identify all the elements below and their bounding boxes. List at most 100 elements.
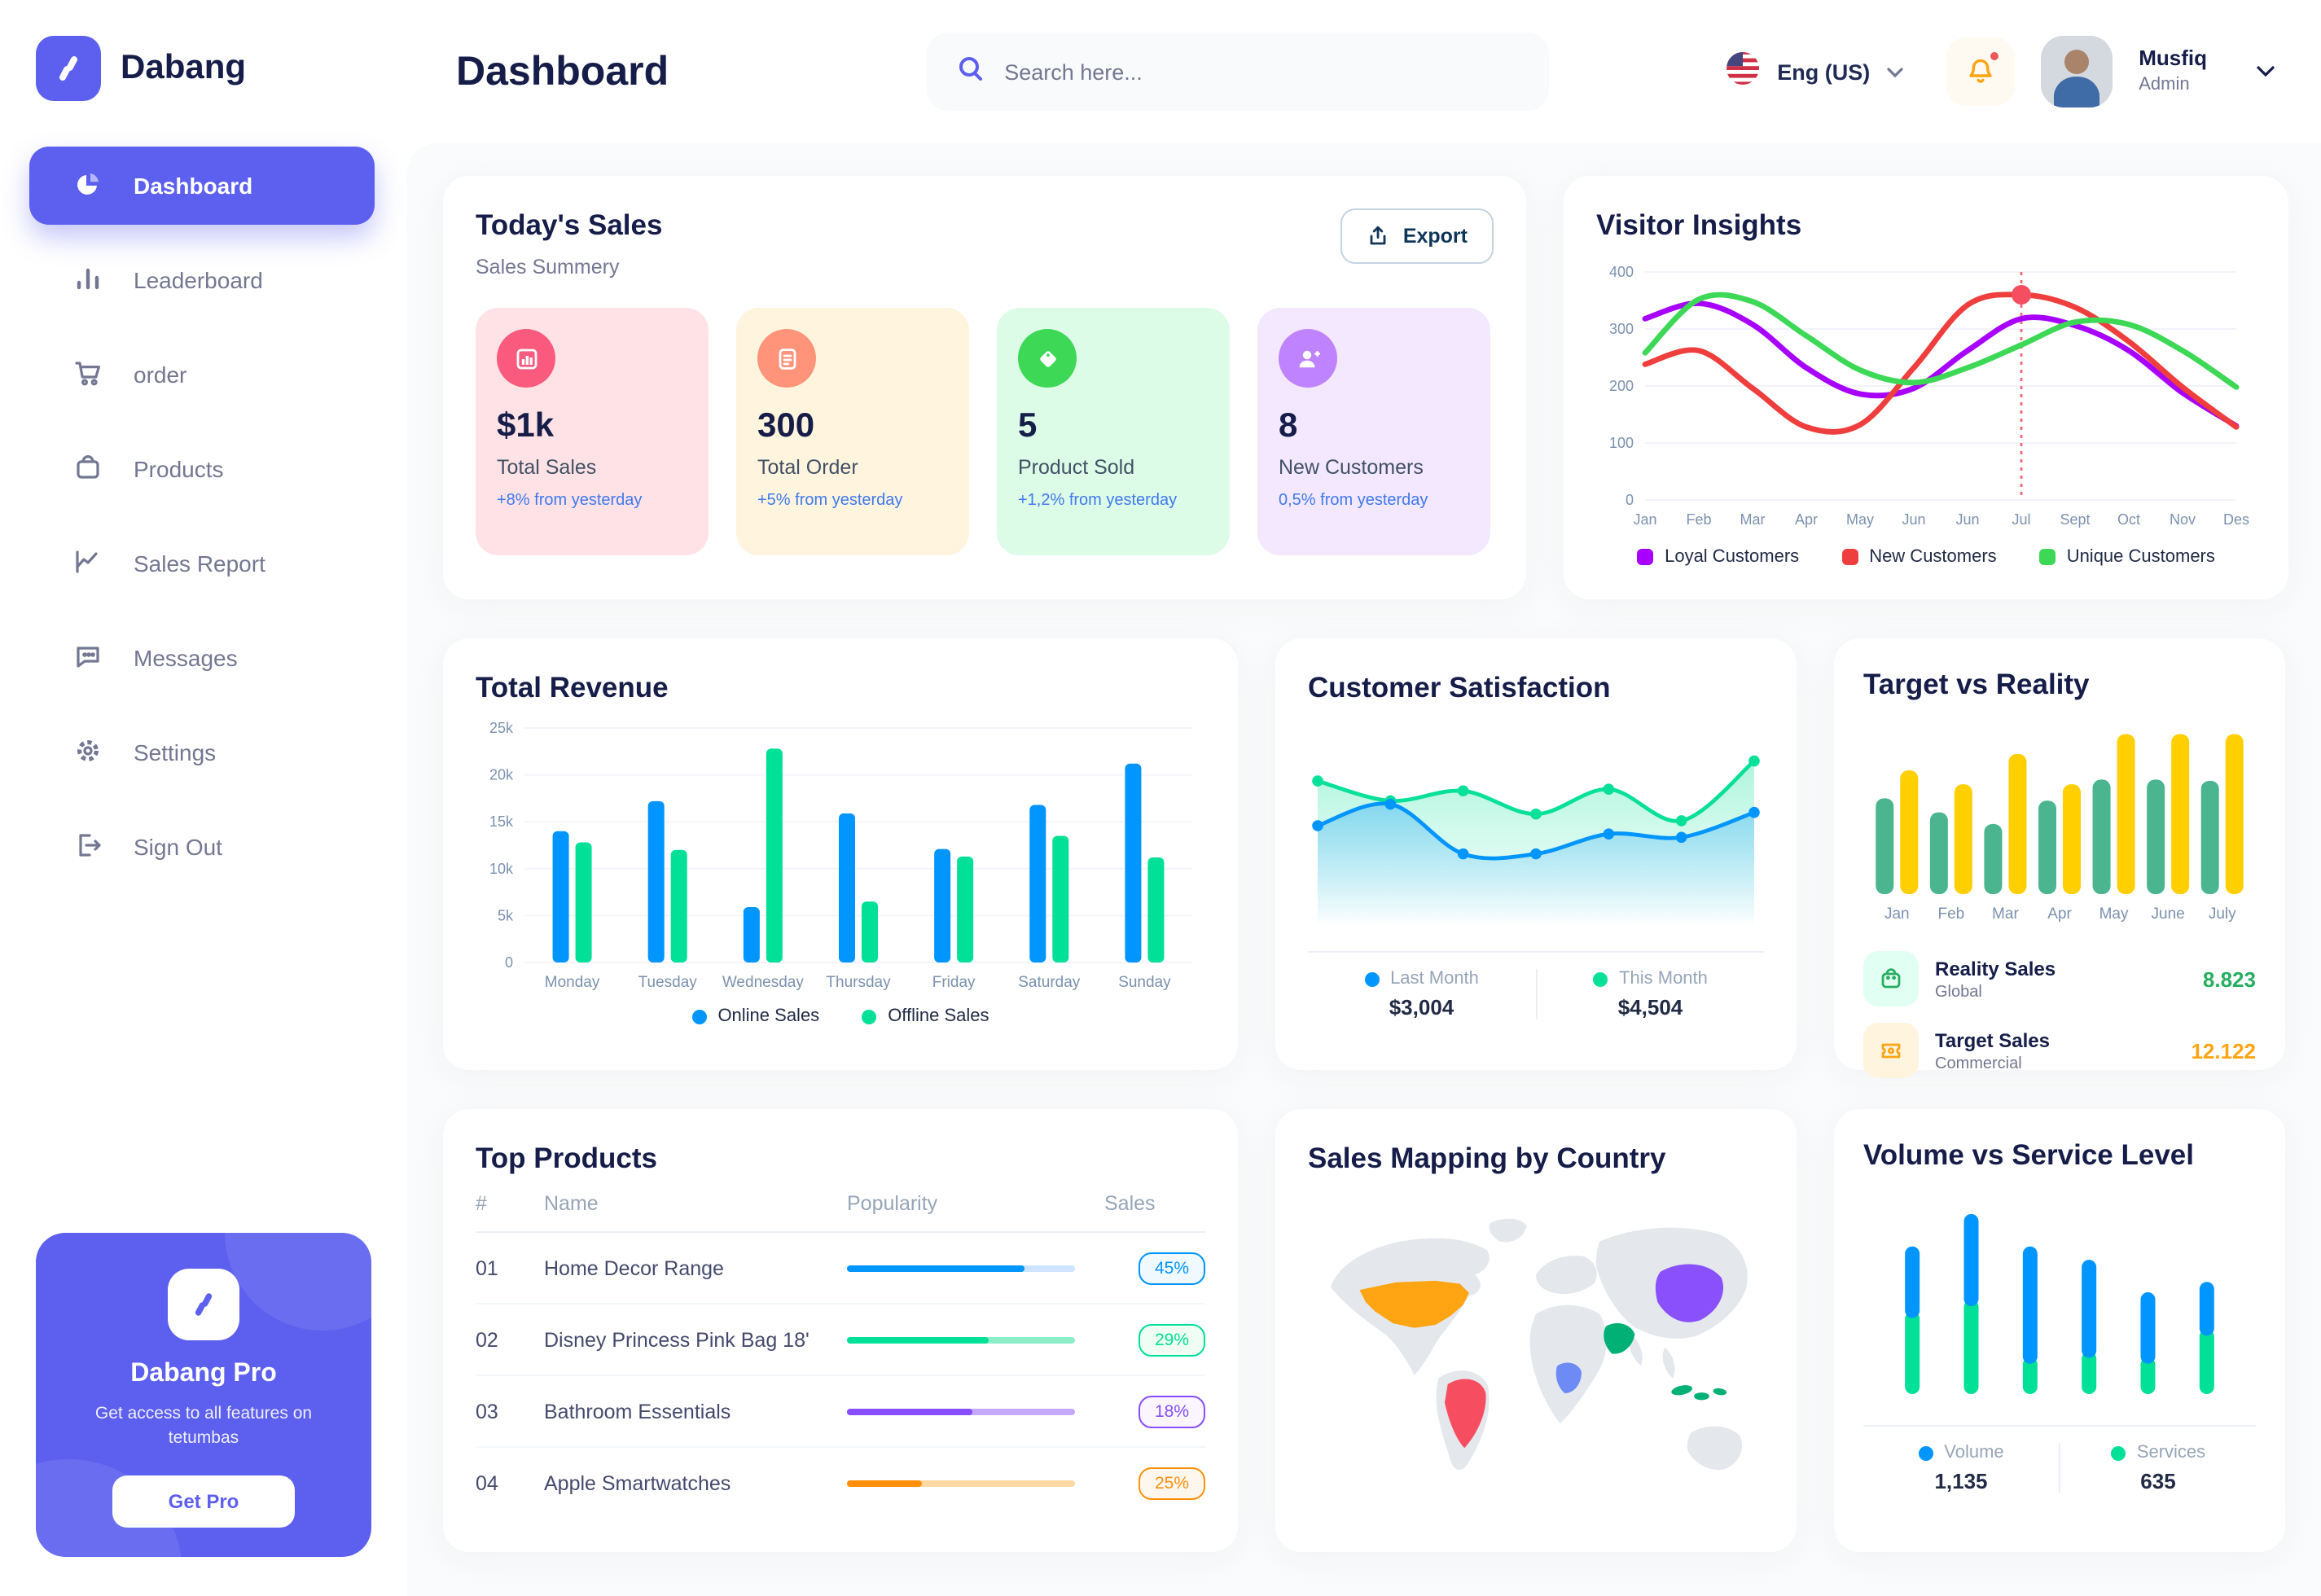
bag-icon [72, 450, 104, 488]
customer-satisfaction-chart [1308, 721, 1764, 938]
country-china [1655, 1264, 1724, 1322]
sidebar-menu: Dashboard Leaderboard order Products Sal… [0, 140, 407, 886]
todays-sales-subtitle: Sales Summery [476, 256, 620, 278]
svg-text:Feb: Feb [1686, 511, 1711, 528]
sidebar-item-messages[interactable]: Messages [29, 619, 375, 697]
svg-text:Jul: Jul [2012, 511, 2030, 528]
sidebar-item-sales-report[interactable]: Sales Report [29, 524, 375, 603]
sidebar-item-sign-out[interactable]: Sign Out [29, 808, 375, 886]
svg-text:200: 200 [1609, 378, 1634, 394]
pro-description: Get access to all features on tetumbas [94, 1403, 313, 1449]
svg-text:Jan: Jan [1633, 511, 1656, 528]
target-sales-row: Target Sales Commercial 12.122 [1863, 1023, 2256, 1078]
stat-label: Total Sales [497, 456, 597, 479]
notifications-button[interactable] [1946, 37, 2016, 106]
svg-text:Tuesday: Tuesday [638, 974, 698, 991]
reality-sales-row: Reality Sales Global 8.823 [1863, 951, 2256, 1006]
customer-satisfaction-title: Customer Satisfaction [1308, 671, 1611, 704]
svg-text:Mar: Mar [1992, 905, 2019, 923]
volume-service-card: Volume vs Service Level Volume 1,135 Ser… [1834, 1109, 2285, 1552]
svg-text:400: 400 [1609, 264, 1634, 280]
user-info[interactable]: Musfiq Admin [2139, 46, 2207, 97]
target-vs-reality-title: Target vs Reality [1863, 668, 2090, 700]
this-month-value: $4,504 [1617, 995, 1683, 1019]
country-brazil [1445, 1379, 1486, 1449]
stat-value: 5 [1018, 407, 1038, 445]
world-map [1331, 1218, 1748, 1471]
customer-satisfaction-card: Customer Satisfaction Last Month $3,004 … [1275, 638, 1797, 1070]
sales-badge: 18% [1138, 1395, 1205, 1427]
get-pro-button[interactable]: Get Pro [112, 1475, 295, 1528]
popularity-bar [847, 1265, 1075, 1271]
svg-text:Jun: Jun [1902, 511, 1925, 528]
svg-text:Oct: Oct [2117, 511, 2140, 528]
total-revenue-chart: 0 5k 10k 15k 20k 25k Monday Tuesday Wednesday Thu… [476, 715, 1205, 1003]
svg-text:Thursday: Thursday [826, 974, 891, 991]
svg-text:July: July [2209, 905, 2236, 923]
search-box[interactable] [926, 33, 1549, 111]
pro-logo-icon [168, 1268, 239, 1340]
sidebar-item-dashboard[interactable]: Dashboard [29, 147, 375, 225]
stat-card-product-sold: 5 Product Sold +1,2% from yesterday [997, 308, 1230, 555]
sidebar-item-order[interactable]: order [29, 335, 375, 414]
search-input[interactable] [1004, 59, 1520, 84]
sidebar-item-products[interactable]: Products [29, 430, 375, 508]
page-title: Dashboard [456, 48, 669, 94]
svg-text:Mar: Mar [1740, 511, 1766, 528]
pie-chart-icon [72, 167, 104, 204]
chevron-down-icon [1886, 57, 1904, 86]
country-saudi-arabia [1604, 1323, 1635, 1354]
sidebar: Dabang Dashboard Leaderboard order Produ… [0, 0, 407, 1596]
stat-delta: +1,2% from yesterday [1018, 492, 1178, 510]
sidebar-item-leaderboard[interactable]: Leaderboard [29, 241, 375, 319]
stat-label: Total Order [757, 456, 858, 479]
avatar[interactable] [2041, 36, 2113, 107]
user-plus-icon [1279, 329, 1337, 388]
svg-text:Apr: Apr [2047, 905, 2072, 923]
export-icon [1371, 226, 1387, 245]
country-usa [1359, 1280, 1469, 1328]
bell-icon [1969, 59, 1992, 83]
todays-sales-card: Today's Sales Sales Summery Export $1k T [443, 176, 1526, 599]
svg-text:May: May [2099, 905, 2129, 923]
sales-badge: 29% [1138, 1323, 1205, 1356]
stat-delta: +5% from yesterday [757, 492, 903, 510]
legend-swatch [1364, 971, 1380, 986]
table-row: 01 Home Decor Range 45% [476, 1233, 1205, 1304]
top-products-card: Top Products # Name Popularity Sales 01 … [443, 1109, 1238, 1552]
language-selector[interactable]: Eng (US) [1725, 50, 1904, 94]
table-row: 02 Disney Princess Pink Bag 18' 29% [476, 1304, 1205, 1376]
legend-swatch [691, 1009, 707, 1024]
svg-text:Jun: Jun [1955, 511, 1979, 528]
todays-sales-title: Today's Sales [476, 208, 663, 241]
target-vs-reality-legend: Reality Sales Global 8.823 Target Sales [1863, 951, 2256, 1078]
sales-badge: 45% [1138, 1252, 1205, 1284]
user-name: Musfiq [2139, 46, 2207, 71]
svg-text:Feb: Feb [1937, 905, 1964, 923]
shopping-bag-icon [1863, 951, 1919, 1006]
popularity-bar [847, 1408, 1075, 1414]
svg-text:Monday: Monday [545, 974, 600, 991]
svg-text:Apr: Apr [1795, 511, 1818, 528]
pro-upgrade-card: Dabang Pro Get access to all features on… [36, 1232, 371, 1557]
legend-swatch [1918, 1445, 1933, 1460]
legend-swatch [2110, 1445, 2126, 1460]
brand-logo-icon [36, 36, 101, 101]
table-row: 04 Apple Smartwatches 25% [476, 1448, 1205, 1519]
svg-text:Wednesday: Wednesday [722, 974, 804, 991]
chevron-down-icon[interactable] [2256, 57, 2275, 86]
legend-swatch [1637, 549, 1654, 565]
svg-text:Des: Des [2223, 511, 2249, 528]
svg-text:100: 100 [1609, 435, 1634, 451]
svg-text:0: 0 [505, 954, 513, 971]
volume-service-title: Volume vs Service Level [1863, 1138, 2194, 1171]
language-label: Eng (US) [1777, 59, 1871, 84]
total-revenue-title: Total Revenue [476, 671, 669, 704]
visitor-insights-title: Visitor Insights [1596, 208, 1802, 241]
sidebar-item-settings[interactable]: Settings [29, 713, 375, 791]
stat-value: $1k [497, 407, 555, 445]
stat-label: New Customers [1279, 456, 1424, 479]
visitor-insights-legend: Loyal Customers New Customers Unique Cus… [1596, 547, 2256, 567]
export-button[interactable]: Export [1340, 208, 1494, 264]
